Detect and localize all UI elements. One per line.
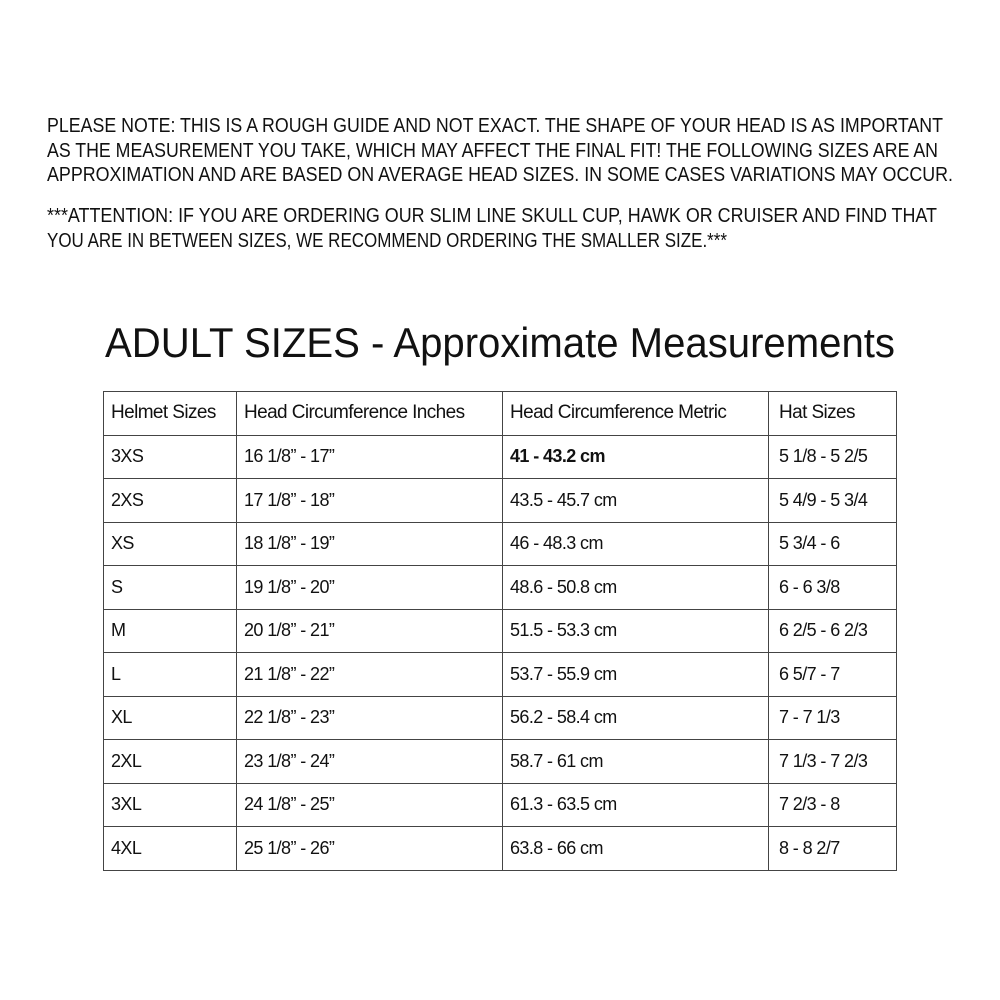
attention-line: YOU ARE IN BETWEEN SIZES, WE RECOMMEND O… [47, 230, 727, 252]
metric-cell: 43.5 - 45.7 cm [502, 478, 769, 523]
helmet-size-cell: L [103, 652, 237, 697]
inches-cell: 16 1/8” - 17” [236, 434, 503, 479]
hat-size-cell: 7 - 7 1/3 [768, 695, 897, 740]
hat-size-cell: 5 4/9 - 5 3/4 [768, 478, 897, 523]
hat-size-cell: 7 2/3 - 8 [768, 782, 897, 827]
header-metric: Head Circumference Metric [502, 391, 769, 436]
inches-cell: 22 1/8” - 23” [236, 695, 503, 740]
helmet-size-cell: 3XL [103, 782, 237, 827]
notice-line: AS THE MEASUREMENT YOU TAKE, WHICH MAY A… [47, 140, 938, 162]
helmet-size-cell: 3XS [103, 434, 237, 479]
hat-size-cell: 5 3/4 - 6 [768, 521, 897, 566]
table-row: M 20 1/8” - 21” 51.5 - 53.3 cm 6 2/5 - 6 2/… [103, 608, 897, 653]
attention-line: ***ATTENTION: IF YOU ARE ORDERING OUR SL… [47, 205, 937, 227]
hat-size-cell: 5 1/8 - 5 2/5 [768, 434, 897, 479]
notice-line: PLEASE NOTE: THIS IS A ROUGH GUIDE AND N… [47, 115, 943, 137]
table-row: S 19 1/8” - 20” 48.6 - 50.8 cm 6 - 6 3/8 [103, 565, 897, 610]
metric-cell: 61.3 - 63.5 cm [502, 782, 769, 827]
hat-size-cell: 6 - 6 3/8 [768, 565, 897, 610]
hat-size-cell: 6 5/7 - 7 [768, 652, 897, 697]
table-row: XL 22 1/8” - 23” 56.2 - 58.4 cm 7 - 7 1/3 [103, 695, 897, 740]
table-row: 3XS 16 1/8” - 17” 41 - 43.2 cm 5 1/8 - 5 2/… [103, 434, 897, 479]
helmet-size-cell: M [103, 608, 237, 653]
helmet-size-cell: 4XL [103, 826, 237, 871]
header-inches: Head Circumference Inches [236, 391, 503, 436]
inches-cell: 23 1/8” - 24” [236, 739, 503, 784]
header-hat-sizes: Hat Sizes [768, 391, 897, 436]
inches-cell: 25 1/8” - 26” [236, 826, 503, 871]
metric-cell: 41 - 43.2 cm [502, 434, 769, 479]
metric-cell: 58.7 - 61 cm [502, 739, 769, 784]
notice-line: APPROXIMATION AND ARE BASED ON AVERAGE H… [47, 164, 953, 186]
inches-cell: 20 1/8” - 21” [236, 608, 503, 653]
inches-cell: 24 1/8” - 25” [236, 782, 503, 827]
metric-cell: 63.8 - 66 cm [502, 826, 769, 871]
table-row: XS 18 1/8” - 19” 46 - 48.3 cm 5 3/4 - 6 [103, 521, 897, 566]
helmet-size-cell: S [103, 565, 237, 610]
inches-cell: 19 1/8” - 20” [236, 565, 503, 610]
hat-size-cell: 8 - 8 2/7 [768, 826, 897, 871]
table-row: 4XL 25 1/8” - 26” 63.8 - 66 cm 8 - 8 2/7 [103, 826, 897, 871]
metric-cell: 56.2 - 58.4 cm [502, 695, 769, 740]
metric-cell: 53.7 - 55.9 cm [502, 652, 769, 697]
table-row: 2XS 17 1/8” - 18” 43.5 - 45.7 cm 5 4/9 - 5 … [103, 478, 897, 523]
helmet-size-cell: XS [103, 521, 237, 566]
hat-size-cell: 7 1/3 - 7 2/3 [768, 739, 897, 784]
helmet-size-cell: 2XL [103, 739, 237, 784]
hat-size-cell: 6 2/5 - 6 2/3 [768, 608, 897, 653]
helmet-size-cell: 2XS [103, 478, 237, 523]
metric-cell: 46 - 48.3 cm [502, 521, 769, 566]
inches-cell: 21 1/8” - 22” [236, 652, 503, 697]
table-row: 3XL 24 1/8” - 25” 61.3 - 63.5 cm 7 2/3 - 8 [103, 782, 897, 827]
header-helmet-sizes: Helmet Sizes [103, 391, 237, 436]
table-row: 2XL 23 1/8” - 24” 58.7 - 61 cm 7 1/3 - 7 2/… [103, 739, 897, 784]
inches-cell: 17 1/8” - 18” [236, 478, 503, 523]
table-row: L 21 1/8” - 22” 53.7 - 55.9 cm 6 5/7 - 7 [103, 652, 897, 697]
metric-cell: 48.6 - 50.8 cm [502, 565, 769, 610]
inches-cell: 18 1/8” - 19” [236, 521, 503, 566]
table-header-row: Helmet Sizes Head Circumference Inches H… [103, 391, 897, 436]
helmet-size-cell: XL [103, 695, 237, 740]
page-title: ADULT SIZES - Approximate Measurements [105, 319, 895, 366]
metric-cell: 51.5 - 53.3 cm [502, 608, 769, 653]
size-chart-table: Helmet Sizes Head Circumference Inches H… [103, 391, 897, 871]
